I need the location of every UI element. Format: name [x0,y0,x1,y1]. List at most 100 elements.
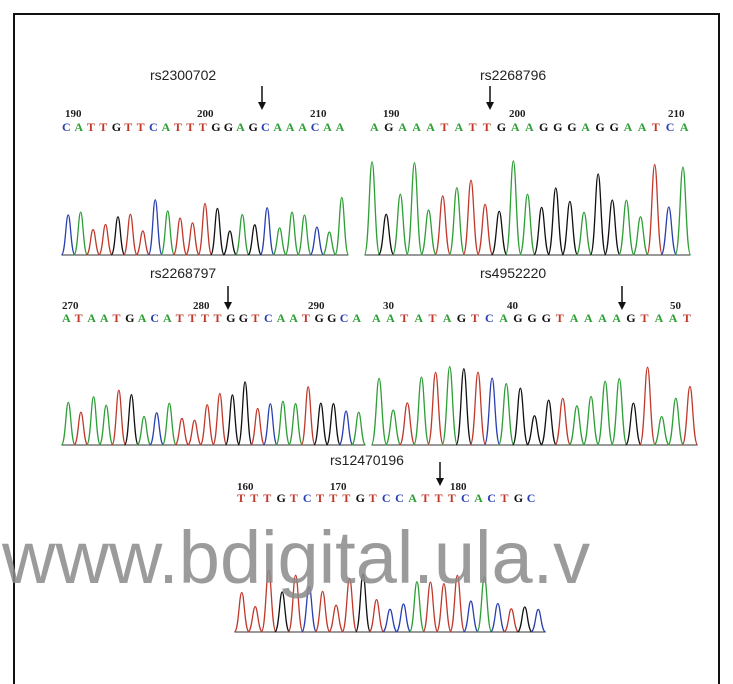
base-letter: G [384,120,393,134]
trace-peak [407,163,423,255]
base-letter: A [570,311,579,325]
trace-peak [276,401,290,445]
trace-peak [491,211,507,255]
trace-peak [463,601,478,632]
trace-peak [301,387,315,445]
arrow-head [486,102,494,110]
base-letter: G [457,311,466,325]
trace-peak [200,405,214,445]
base-letter: G [610,120,619,134]
trace-peak [371,378,387,445]
base-letter: A [323,120,332,134]
base-letter: T [250,491,258,505]
base-letter: T [214,311,222,325]
base-letter: T [99,120,107,134]
base-letter: A [443,311,452,325]
base-letter: C [485,311,494,325]
base-letter: T [113,311,121,325]
base-letter: A [655,311,664,325]
snp-label: rs4952220 [480,265,546,281]
snp-label: rs2300702 [150,67,216,83]
base-letter: T [290,491,298,505]
base-letter: G [211,120,220,134]
trace-peak [562,201,578,255]
trace-peak [597,381,613,445]
base-letter: T [251,311,259,325]
base-letter: C [340,311,349,325]
base-letter: A [398,120,407,134]
base-letter: A [289,311,298,325]
base-letter: G [513,311,522,325]
base-letter: T [440,120,448,134]
base-letter: G [553,120,562,134]
base-letter: A [100,311,109,325]
base-letter: A [386,311,395,325]
trace-peak [619,200,635,255]
snp-label: rs12470196 [330,452,404,468]
trace-peak [605,200,621,255]
sequence: TTTGTCTTTGTCCATTTCACTGC [237,491,535,505]
trace-peak [99,405,113,445]
trace-peak [520,194,536,255]
base-letter: G [356,491,365,505]
base-letter: A [273,120,282,134]
base-letter: A [455,120,464,134]
trace-peak [111,217,125,255]
base-letter: A [162,120,171,134]
trace-peak [285,212,299,255]
base-letter: A [163,311,172,325]
trace-peak [186,223,200,255]
base-letter: A [474,491,483,505]
arrow-head [618,302,626,310]
trace-peak [225,395,239,445]
position-number: 210 [310,108,327,120]
base-letter: T [429,311,437,325]
trace-peak [590,174,606,255]
trace-peak [314,403,328,445]
base-letter: A [236,120,245,134]
trace-peak [504,609,519,632]
base-letter: T [435,491,443,505]
trace-peak [449,188,465,255]
trace-peak [339,411,353,445]
base-letter: A [336,120,345,134]
base-letter: A [286,120,295,134]
base-letter: C [382,491,391,505]
base-letter: G [514,491,523,505]
base-letter: A [581,120,590,134]
base-letter: G [125,311,134,325]
trace-peak [263,404,277,445]
trace-peak [675,167,691,255]
figure: rs2300702190200210CATTGTTCATTTGGAGCAAACA… [0,0,733,684]
base-letter: T [641,311,649,325]
trace-peak [211,208,225,255]
base-letter: G [239,311,248,325]
trace-peak [498,384,514,445]
trace-peak [626,403,642,445]
base-letter: T [176,311,184,325]
base-letter: A [298,120,307,134]
trace-peak [414,377,430,445]
trace-peak [238,382,252,445]
trace-peak [251,409,265,445]
base-letter: T [683,311,691,325]
base-letter: T [471,311,479,325]
base-letter: C [487,491,496,505]
base-letter: G [224,120,233,134]
trace-peak [99,224,113,255]
trace-peak [352,412,366,445]
trace-peak [612,379,628,445]
base-letter: A [408,491,417,505]
trace-peak [531,609,546,632]
trace-peak [61,402,75,445]
base-letter: A [511,120,520,134]
watermark: www.bdigital.ula.v [1,516,590,599]
trace-peak [335,197,349,255]
trace-peak [640,367,656,445]
trace-peak [364,162,380,255]
trace-peak [310,227,324,255]
trace-peak [654,417,670,445]
trace-peak [484,378,500,445]
snp-label: rs2268797 [150,265,216,281]
